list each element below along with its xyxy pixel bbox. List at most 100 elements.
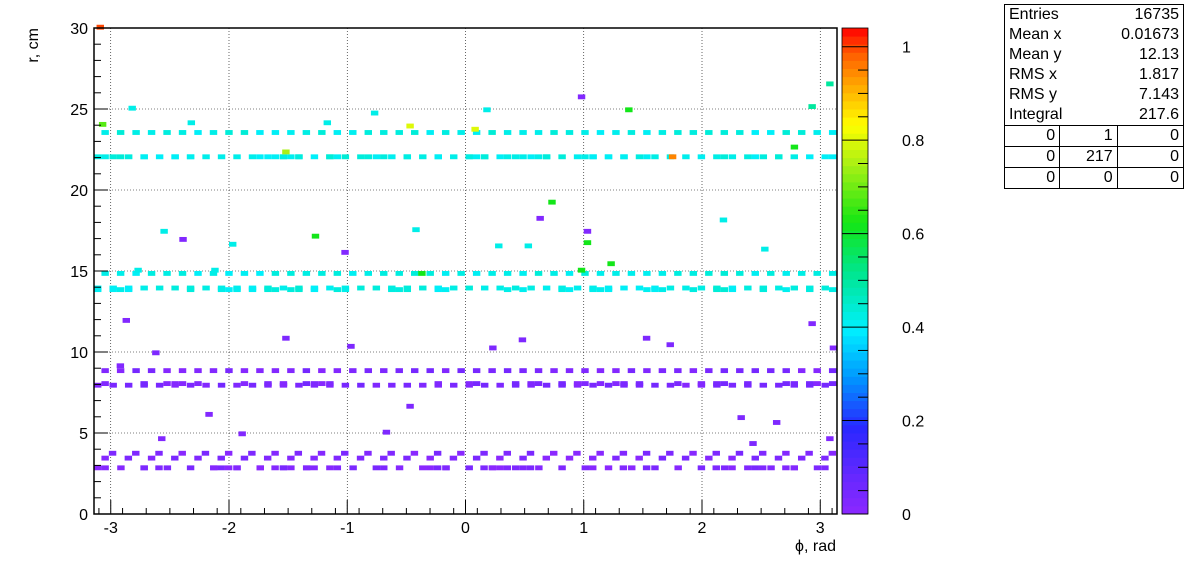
histogram-cell — [790, 381, 798, 387]
palette-segment — [842, 352, 868, 361]
histogram-cell — [527, 381, 535, 387]
histogram-cell — [720, 287, 729, 293]
histogram-cell — [635, 285, 644, 291]
histogram-cell — [774, 455, 783, 461]
histogram-cell — [480, 382, 489, 388]
histogram-cell — [519, 465, 527, 471]
palette-segment — [842, 271, 868, 280]
histogram-cell — [720, 130, 729, 135]
x-tick-label: 1 — [579, 520, 588, 537]
histogram-cell — [751, 455, 759, 461]
histogram-cell — [759, 154, 768, 160]
histogram-cell — [674, 368, 682, 374]
histogram-cell — [225, 287, 233, 293]
histogram-cell — [720, 154, 729, 160]
histogram-cell — [186, 154, 195, 160]
y-tick-label: 0 — [79, 507, 88, 524]
histogram-cell — [209, 130, 218, 135]
histogram-cell — [496, 465, 504, 471]
palette-segment — [842, 133, 868, 142]
histogram-cell — [333, 271, 342, 276]
histogram-cell — [751, 368, 759, 374]
histogram-cell — [612, 130, 620, 135]
histogram-cell — [713, 287, 721, 293]
histogram-cell — [565, 130, 574, 135]
histogram-cell — [240, 271, 249, 276]
histogram-cell — [395, 287, 403, 293]
histogram-cell — [101, 271, 109, 276]
histogram-cell — [503, 465, 511, 471]
stats-value: 12.13 — [1117, 45, 1185, 65]
histogram-cell — [828, 154, 837, 160]
histogram-cell — [782, 381, 790, 387]
histogram-cell — [806, 381, 814, 387]
histogram-cell — [124, 154, 133, 160]
histogram-cell — [589, 455, 597, 461]
histogram-cell — [341, 287, 350, 293]
histogram-cell — [619, 450, 628, 456]
palette-segment — [842, 433, 868, 442]
histogram-cell — [782, 130, 790, 135]
palette-segment — [842, 117, 868, 126]
stats-label: RMS y — [1004, 85, 1118, 105]
histogram-cell — [480, 154, 489, 160]
histogram-cell — [759, 382, 768, 388]
histogram-cell — [163, 465, 172, 471]
histogram-cell — [821, 455, 829, 461]
histogram-cell — [271, 465, 279, 471]
palette-segment — [842, 246, 868, 256]
histogram-cell — [511, 381, 520, 387]
histogram-cell — [797, 271, 806, 276]
histogram-cell — [240, 130, 249, 135]
histogram-cell — [697, 154, 706, 160]
histogram-cell — [380, 455, 388, 461]
y-tick-label: 15 — [70, 264, 88, 281]
histogram-cell — [287, 130, 295, 135]
histogram-cell — [395, 368, 403, 374]
histogram-cell — [805, 450, 813, 456]
histogram-cell — [310, 465, 318, 471]
histogram-cell — [357, 285, 365, 291]
histogram-cell — [536, 215, 544, 221]
histogram-cell — [465, 465, 473, 471]
palette-segment — [842, 311, 868, 321]
histogram-cell — [132, 450, 140, 456]
palette-segment — [842, 416, 868, 426]
histogram-cell — [642, 465, 651, 471]
histogram-cell — [589, 382, 597, 388]
z-tick-label: 1 — [902, 40, 911, 57]
histogram-cell — [658, 287, 667, 293]
histogram-cell — [534, 271, 543, 276]
histogram-cell — [821, 382, 829, 388]
histogram-cell — [163, 271, 171, 276]
histogram-cell — [124, 455, 133, 461]
histogram-cell — [604, 287, 613, 293]
histogram-cell — [705, 130, 713, 135]
histogram-cell — [668, 154, 677, 160]
histogram-cell — [808, 104, 816, 109]
histogram-cell — [419, 465, 427, 471]
histogram-cell — [682, 382, 690, 388]
histogram-cell — [186, 465, 195, 471]
histogram-cell — [457, 130, 465, 135]
histogram-cell — [116, 363, 125, 369]
x-tick-label: 2 — [698, 520, 707, 537]
y-tick-label: 5 — [79, 426, 88, 443]
histogram-cell — [248, 382, 257, 388]
histogram-cell — [441, 130, 450, 135]
histogram-cell — [264, 287, 272, 293]
histogram-cell — [472, 368, 481, 374]
histogram-cell — [116, 154, 125, 160]
histogram-cell — [341, 154, 350, 160]
z-tick-label: 0.6 — [902, 227, 924, 244]
stats-box: Entries 16735 Mean x 0.01673 Mean y 12.13 RMS … — [1003, 4, 1185, 189]
histogram-cell — [826, 81, 834, 87]
histogram-cell — [542, 285, 551, 291]
histogram-cell — [217, 154, 226, 160]
histogram-cell — [101, 130, 109, 135]
histogram-cell — [202, 154, 210, 160]
histogram-cell — [101, 455, 109, 461]
histogram-cell — [480, 450, 488, 456]
histogram-cell — [279, 285, 288, 291]
